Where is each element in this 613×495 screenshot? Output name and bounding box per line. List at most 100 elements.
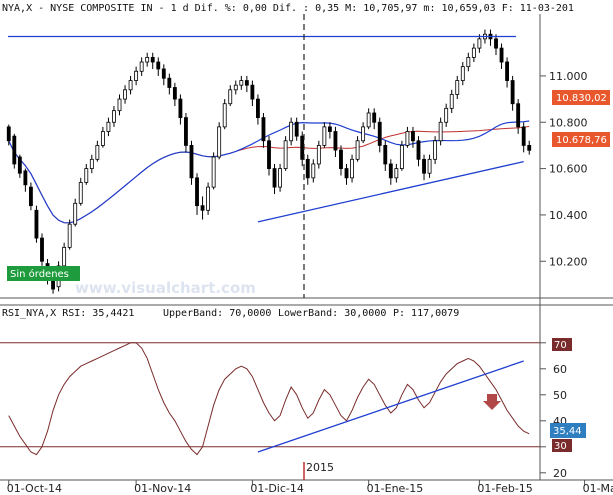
candle-body xyxy=(339,149,343,169)
candle-body xyxy=(361,126,366,142)
price-tick-label: 10.600 xyxy=(549,163,588,176)
candle-body xyxy=(256,98,260,119)
rsi-panel[interactable] xyxy=(0,305,540,480)
time-tick-label: 01-Feb-15 xyxy=(477,482,532,495)
candle-body xyxy=(372,112,377,123)
rsi-header-lower: LowerBand: 30,0000 xyxy=(278,308,386,319)
candle-body xyxy=(250,84,255,100)
candle-body xyxy=(471,47,476,58)
candle-body xyxy=(516,103,521,128)
candle-body xyxy=(399,145,404,169)
candle-body xyxy=(388,163,393,179)
price-tick-label: 10.800 xyxy=(549,116,588,129)
upper-band-box: 70 xyxy=(552,338,572,351)
candle-body xyxy=(322,126,327,146)
price-tick-label: 11.000 xyxy=(549,70,588,83)
price-tick-label: 10.200 xyxy=(549,255,588,268)
candle-body xyxy=(217,126,222,158)
last-price-box-1: 10.830,02 xyxy=(552,90,610,105)
candle-body xyxy=(206,186,211,211)
candle-body xyxy=(239,80,244,86)
candle-body xyxy=(73,202,78,225)
candle-body xyxy=(195,177,199,207)
trend-lines xyxy=(8,35,524,223)
candle-body xyxy=(278,168,282,188)
last-price-label-1: 10.830,02 xyxy=(556,93,607,104)
candle-body xyxy=(411,131,415,142)
candle-body xyxy=(466,56,471,68)
candle-body xyxy=(150,56,155,63)
candle-body xyxy=(267,140,271,169)
year-label: 2015 xyxy=(306,461,334,474)
candle-body xyxy=(211,156,216,188)
rsi-tick-label: 20 xyxy=(553,467,567,480)
candle-body xyxy=(438,121,443,142)
candle-body xyxy=(510,80,515,105)
header-bg xyxy=(0,0,545,14)
candle-body xyxy=(294,121,299,137)
candle-body xyxy=(355,140,360,160)
candle-body xyxy=(333,131,338,151)
candle-body xyxy=(178,98,183,119)
svg-text:30: 30 xyxy=(554,441,567,452)
candle-body xyxy=(12,135,17,165)
candle-body xyxy=(300,135,305,160)
candle-body xyxy=(28,186,33,207)
candle-body xyxy=(499,47,504,63)
time-tick-label: 01-Oct-14 xyxy=(7,482,62,495)
candle-body xyxy=(305,158,310,179)
time-tick-label: 01-Ene-15 xyxy=(367,482,424,495)
candle-body xyxy=(283,140,288,169)
candle-body xyxy=(289,121,294,142)
candle-body xyxy=(117,98,122,112)
rsi-line xyxy=(8,342,530,456)
price-tick-labels: 11.000 10.800 10.600 10.400 10.200 xyxy=(540,70,588,268)
candle-body xyxy=(100,131,105,146)
last-price-box-2: 10.678,76 xyxy=(552,132,610,147)
candle-body xyxy=(311,163,316,179)
rsi-header-upper: UpperBand: 70,0000 xyxy=(163,308,271,319)
candle-body xyxy=(172,87,177,100)
rsi-series xyxy=(8,342,530,456)
candle-body xyxy=(134,70,139,81)
candle-body xyxy=(123,89,127,100)
candle-body xyxy=(51,279,55,290)
candle-body xyxy=(139,61,144,72)
candle-body xyxy=(455,80,460,95)
candle-body xyxy=(261,117,266,142)
candle-body xyxy=(449,94,454,109)
time-tick-label: 01-Dic-14 xyxy=(250,482,304,495)
candle-body xyxy=(62,246,67,267)
rsi-value-box: 35,44 xyxy=(550,423,586,438)
candle-body xyxy=(156,61,161,70)
candle-body xyxy=(34,209,39,239)
candle-body xyxy=(23,170,28,186)
candle-body xyxy=(416,140,421,160)
orders-tag[interactable]: Sin órdenes xyxy=(7,266,80,281)
candle-body xyxy=(200,205,205,211)
price-tick-label: 10.400 xyxy=(549,209,588,222)
time-tick-label: 01-Nov-14 xyxy=(134,482,191,495)
candle-body xyxy=(89,158,94,169)
candle-body xyxy=(189,145,194,179)
candle-body xyxy=(394,168,399,179)
candle-body xyxy=(17,156,22,174)
candle-body xyxy=(344,168,349,179)
candle-body xyxy=(405,131,410,146)
candle-body xyxy=(272,168,277,188)
candle-body xyxy=(95,145,100,160)
last-price-label-2: 10.678,76 xyxy=(556,135,607,146)
candle-body xyxy=(444,107,449,123)
candle-body xyxy=(433,140,438,160)
rsi-tick-labels: 706050403020 xyxy=(540,337,567,480)
time-axis-labels: 01-Oct-14 01-Nov-14 01-Dic-14 01-Ene-15 01-F… xyxy=(7,480,613,495)
candlestick-series xyxy=(6,29,532,294)
candle-body xyxy=(222,103,227,128)
time-tick-label: 01-Mar- xyxy=(583,482,613,495)
candle-body xyxy=(128,80,133,91)
rsi-trendline xyxy=(257,360,524,453)
candle-body xyxy=(244,80,249,86)
candle-body xyxy=(527,145,532,151)
candle-body xyxy=(78,182,83,204)
